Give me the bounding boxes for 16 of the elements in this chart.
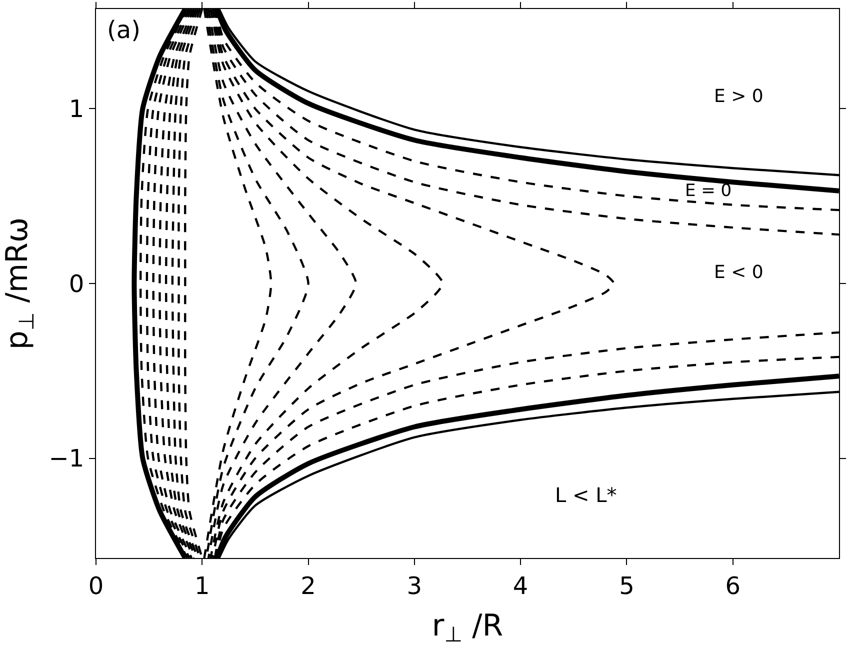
annotation: E = 0 [685,181,732,201]
annotation: E < 0 [714,262,764,283]
x-tick-label: 5 [619,572,634,600]
x-tick-label: 0 [88,572,104,600]
x-tick-label: 6 [725,572,740,600]
x-tick-label: 2 [300,572,316,600]
annotation: (a) [107,16,140,44]
y-tick-label: 0 [68,270,84,298]
x-tick-label: 4 [512,572,528,600]
x-axis-title: r$_{⊥}$ /R [432,608,504,647]
x-tick-label: 3 [406,572,422,600]
y-tick-label: 1 [68,95,84,124]
annotation: E > 0 [714,86,764,107]
annotation: L < L* [555,483,617,507]
y-tick-label: −1 [48,444,84,473]
x-tick-label: 1 [194,572,210,600]
